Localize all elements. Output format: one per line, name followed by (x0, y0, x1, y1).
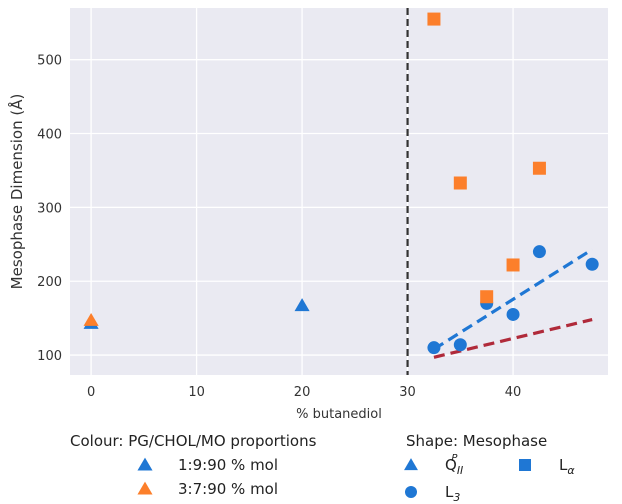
y-tick-label: 200 (37, 275, 62, 290)
x-tick-label: 10 (188, 385, 205, 400)
legend-shape-label: Lα (559, 456, 575, 477)
x-axis-label: % butanediol (296, 407, 382, 422)
y-axis-label: Mesophase Dimension (Å) (7, 94, 26, 290)
data-point-circle (532, 245, 546, 259)
legend-shape-label: L3 (445, 483, 460, 504)
data-point-triangle (83, 312, 99, 326)
data-point-circle (585, 257, 599, 271)
legend-shape-marker (404, 458, 418, 471)
fit-line (433, 248, 594, 351)
legend-colour-marker (137, 481, 153, 495)
legend-shape-label: QIIP (445, 453, 463, 477)
legend-shape-marker (519, 459, 531, 471)
x-tick-label: 20 (294, 385, 311, 400)
data-point-circle (506, 307, 520, 321)
x-tick-label: 30 (399, 385, 416, 400)
legend-shape-marker (405, 486, 417, 498)
data-point-circle (453, 338, 467, 352)
data-point-square (427, 12, 441, 26)
y-tick-label: 500 (37, 54, 62, 69)
y-tick-label: 300 (37, 201, 62, 216)
tick-labels: 0 10 20 30 40 100 200 300 400 500 (37, 54, 521, 400)
x-tick-label: 0 (87, 385, 95, 400)
data-point-square (480, 290, 494, 304)
data-point-square (506, 258, 520, 272)
plot-area (70, 8, 608, 375)
data-point-circle (427, 341, 441, 355)
data-point-triangle (294, 298, 310, 312)
y-tick-label: 100 (37, 349, 62, 364)
legend-shape-title: Shape: Mesophase (406, 432, 547, 450)
data-point-square (453, 176, 467, 190)
legend-colour-label: 3:7:90 % mol (178, 480, 278, 498)
legend: Colour: PG/CHOL/MO proportions Shape: Me… (70, 432, 575, 504)
data-points (83, 12, 599, 355)
legend-colour-label: 1:9:90 % mol (178, 456, 278, 474)
legend-colour-title: Colour: PG/CHOL/MO proportions (70, 432, 317, 450)
grid (70, 8, 608, 375)
x-tick-label: 40 (505, 385, 522, 400)
y-tick-label: 400 (37, 128, 62, 143)
legend-colour-marker (137, 457, 153, 471)
data-point-square (532, 161, 546, 175)
